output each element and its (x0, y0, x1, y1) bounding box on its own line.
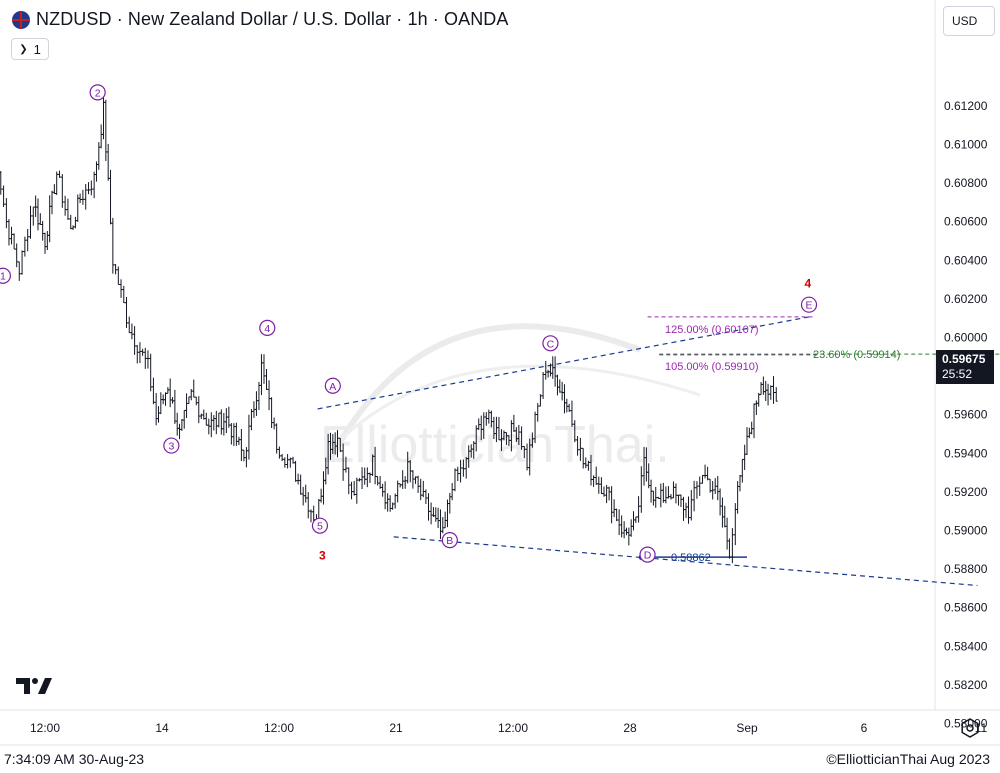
wave-label-circle (0, 267, 11, 284)
interval-button[interactable]: ❯ 1 (11, 38, 49, 60)
wave-label-circle (259, 319, 276, 336)
wave-labels: 1 2 3 4 5 3 A B C D E 4 (0, 84, 818, 563)
wave-label: 3 (168, 441, 174, 453)
wave-label: 4 (804, 276, 811, 290)
wave-label-circle (800, 296, 818, 313)
time-tick-label: 14 (155, 721, 169, 735)
price-tick-label: 0.59000 (944, 524, 988, 538)
wave-label-circle (163, 437, 180, 454)
wave-label: 1 (0, 271, 6, 283)
time-tick-label: 12:00 (498, 721, 528, 735)
wave-label-circle (639, 546, 656, 563)
chart-area (0, 0, 1000, 746)
watermark-swoosh (327, 323, 642, 462)
bar-countdown: 25:52 (942, 367, 973, 381)
price-tick-label: 0.60600 (944, 215, 988, 229)
wave-label: 5 (317, 521, 323, 533)
wave-label: 2 (95, 87, 101, 99)
price-tick-label: 0.61200 (944, 99, 988, 113)
price-tick-label: 0.59200 (944, 485, 988, 499)
wave-label-circle (542, 335, 559, 352)
wave-label-circle (324, 377, 341, 394)
level-label: 105.00% (0.59910) (665, 361, 759, 373)
time-tick-label: 12:00 (30, 721, 60, 735)
settings-gear-icon[interactable] (960, 718, 980, 738)
level-label: 0.58862 (671, 552, 711, 564)
level-label: 23.60% (0.59914) (813, 349, 900, 361)
last-price: 0.59675 (942, 352, 986, 366)
time-tick-label: Sep (736, 721, 758, 735)
wave-label-circle (441, 532, 458, 549)
trendline (317, 315, 813, 410)
level-label: 125.00% (0.60107) (665, 324, 759, 336)
time-tick-label: 6 (861, 721, 868, 735)
wave-label: D (644, 550, 652, 562)
watermark-text: ElliotticianThai. (320, 416, 670, 474)
wave-label: 4 (264, 323, 270, 335)
tradingview-logo-icon[interactable] (16, 676, 52, 696)
watermark-swoosh (338, 364, 701, 442)
price-tick-label: 0.60400 (944, 253, 988, 267)
price-tick-label: 0.58800 (944, 562, 988, 576)
price-tick-label: 0.61000 (944, 138, 988, 152)
symbol-title[interactable]: NZDUSD · New Zealand Dollar / U.S. Dolla… (36, 9, 509, 29)
trendlines (317, 315, 978, 587)
interval-value: 1 (33, 41, 41, 57)
wave-label: C (547, 338, 555, 350)
wave-label: B (446, 535, 453, 547)
price-tick-label: 0.59600 (944, 408, 988, 422)
wave-label-circle (311, 517, 329, 534)
wave-label: E (806, 300, 813, 312)
price-tick-label: 0.60200 (944, 292, 988, 306)
wave-label-circle (89, 84, 106, 101)
chevron-icon: ❯ (19, 43, 28, 55)
currency-button[interactable]: USD (943, 6, 995, 36)
timestamp: 7:34:09 AM 30-Aug-23 (4, 751, 145, 767)
price-series (0, 96, 778, 564)
nz-flag-icon (12, 10, 30, 29)
time-tick-label: 21 (389, 721, 403, 735)
price-tick-label: 0.60800 (944, 176, 988, 190)
chart-header: NZDUSD · New Zealand Dollar / U.S. Dolla… (12, 9, 509, 30)
currency-label: USD (952, 14, 978, 28)
price-tick-label: 0.58400 (944, 639, 988, 653)
wave-label: 3 (319, 549, 326, 563)
price-tick-label: 0.58600 (944, 601, 988, 615)
price-tick-label: 0.58000 (944, 717, 988, 731)
last-price-tag: 0.59675 25:52 (936, 350, 994, 384)
time-tick-label: 12:00 (264, 721, 294, 735)
trendline (393, 536, 978, 587)
price-tick-label: 0.59400 (944, 446, 988, 460)
price-tick-label: 0.60000 (944, 331, 988, 345)
watermark: ElliotticianThai. (320, 323, 701, 474)
price-tick-label: 0.58200 (944, 678, 988, 692)
copyright: ©ElliotticianThai Aug 2023 (826, 751, 990, 767)
time-tick-label: 28 (623, 721, 637, 735)
wave-label: A (329, 381, 336, 393)
